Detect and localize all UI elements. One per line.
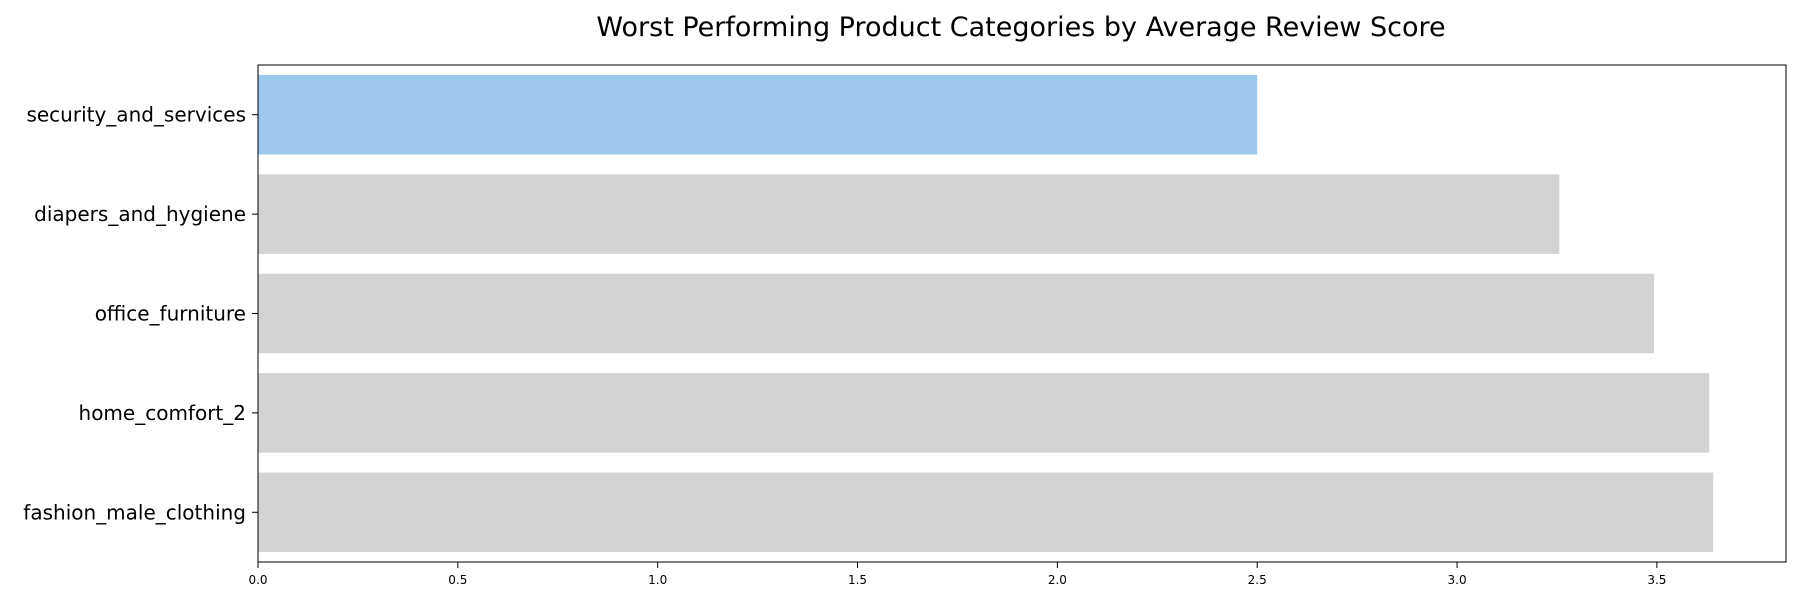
category-label: office_furniture xyxy=(95,302,246,326)
x-axis: 0.0 0.5 1.0 1.5 2.0 2.5 3.0 3.5 xyxy=(248,562,1666,587)
bar-diapers_and_hygiene xyxy=(258,174,1560,254)
x-tick-label: 2.5 xyxy=(1248,573,1267,587)
x-tick-label: 0.5 xyxy=(448,573,467,587)
x-tick-label: 3.0 xyxy=(1448,573,1467,587)
bar-fashion_male_clothing xyxy=(258,472,1714,553)
x-tick-label: 2.0 xyxy=(1048,573,1067,587)
bar-security_and_services xyxy=(258,74,1258,155)
x-tick-label: 0.0 xyxy=(248,573,267,587)
category-label: fashion_male_clothing xyxy=(23,500,246,524)
chart-title: Worst Performing Product Categories by A… xyxy=(596,12,1445,43)
bar-home_comfort_2 xyxy=(258,373,1710,453)
bar-office_furniture xyxy=(258,273,1655,354)
category-label: security_and_services xyxy=(26,103,246,127)
plot-frame xyxy=(257,64,1787,563)
bars xyxy=(258,74,1714,553)
x-tick-label: 3.5 xyxy=(1647,573,1666,587)
y-axis-labels: security_and_services diapers_and_hygiene… xyxy=(23,103,258,524)
x-tick-label: 1.0 xyxy=(648,573,667,587)
category-label: home_comfort_2 xyxy=(79,401,246,425)
x-tick-label: 1.5 xyxy=(848,573,867,587)
category-label: diapers_and_hygiene xyxy=(34,202,246,226)
